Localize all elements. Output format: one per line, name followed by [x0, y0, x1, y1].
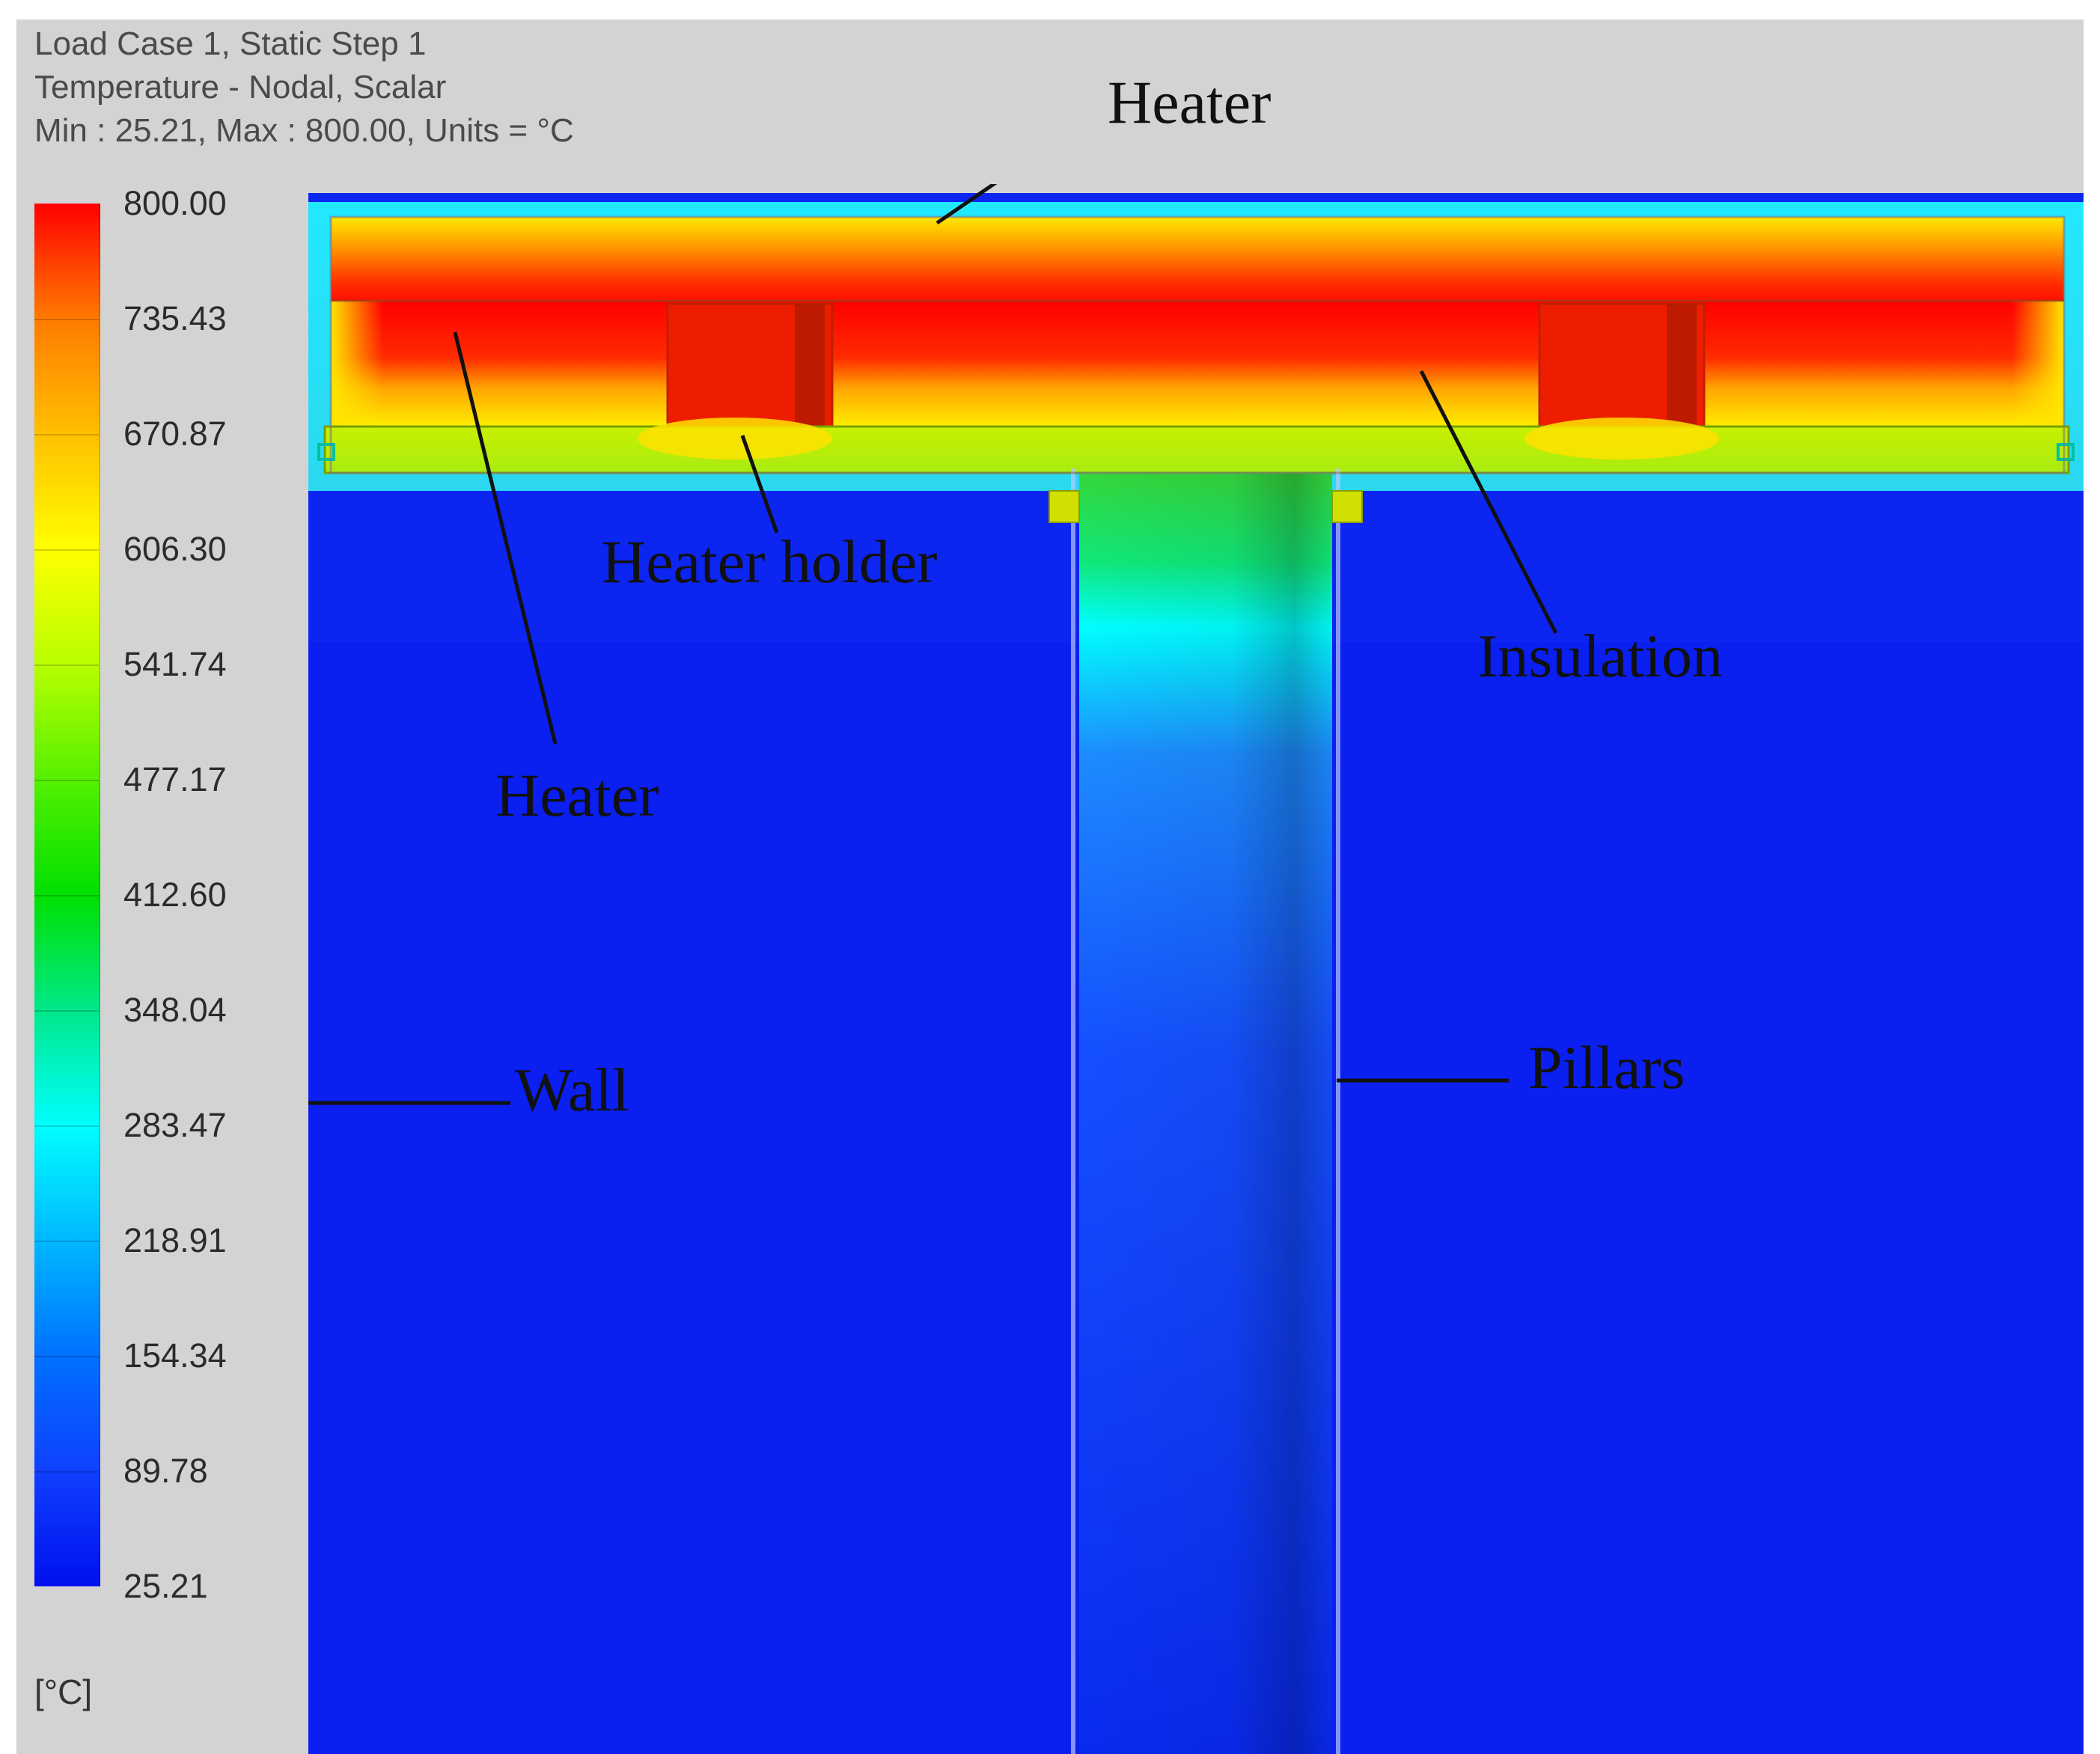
color-scale-tick [34, 549, 99, 551]
color-scale-label: 89.78 [123, 1452, 208, 1490]
color-scale-label: 735.43 [123, 299, 227, 337]
color-scale-label: 670.87 [123, 415, 227, 453]
color-scale-label: 283.47 [123, 1106, 227, 1144]
annotation-heater-left: Heater [495, 761, 659, 829]
color-scale-bar [34, 204, 100, 1586]
color-scale-label: 541.74 [123, 645, 227, 683]
middle-heater-layer [331, 301, 2064, 427]
temperature-plot [308, 184, 2084, 1754]
leader-heater-top [935, 184, 998, 225]
result-type-label: Temperature - Nodal, Scalar [34, 69, 447, 106]
top-heater-layer [331, 217, 2064, 301]
leader-insulation [1419, 370, 1558, 635]
color-scale-tick [34, 895, 99, 896]
color-scale-label: 412.60 [123, 876, 227, 914]
color-scale-label: 606.30 [123, 530, 227, 568]
color-scale-tick [34, 780, 99, 781]
model-viewport[interactable] [308, 184, 2084, 1754]
results-window: Load Case 1, Static Step 1 Temperature -… [16, 19, 2084, 1754]
annotation-heater-top: Heater [1108, 68, 1272, 136]
color-scale-label: 477.17 [123, 760, 227, 798]
color-scale-tick [34, 1010, 99, 1012]
leader-heater-left [453, 331, 558, 745]
annotation-heater-holder: Heater holder [602, 528, 938, 596]
pillar-flange-right [1331, 490, 1363, 523]
color-scale-tick [34, 434, 99, 436]
units-label: [°C] [34, 1672, 93, 1711]
color-scale-tick [34, 1241, 99, 1242]
load-case-label: Load Case 1, Static Step 1 [34, 25, 427, 62]
annotation-insulation: Insulation [1477, 622, 1723, 690]
color-scale-tick [34, 1125, 99, 1127]
annotation-wall: Wall [515, 1056, 629, 1124]
color-scale-tick [34, 319, 99, 320]
result-info: Load Case 1, Static Step 1 Temperature -… [34, 22, 574, 153]
color-scale-label: 154.34 [123, 1336, 227, 1375]
color-scale-tick [34, 1471, 99, 1473]
color-scale-label: 800.00 [123, 184, 227, 222]
color-scale-label: 25.21 [123, 1567, 208, 1605]
color-scale-tick [34, 664, 99, 666]
color-scale-tick [34, 1356, 99, 1357]
color-scale-label: 218.91 [123, 1221, 227, 1259]
holder-band [323, 425, 2070, 474]
annotation-pillars: Pillars [1528, 1033, 1685, 1101]
leader-heater-holder [740, 435, 779, 534]
min-max-label: Min : 25.21, Max : 800.00, Units = °C [34, 112, 574, 149]
pillar-flange-left [1049, 490, 1080, 523]
color-scale-label: 348.04 [123, 991, 227, 1029]
